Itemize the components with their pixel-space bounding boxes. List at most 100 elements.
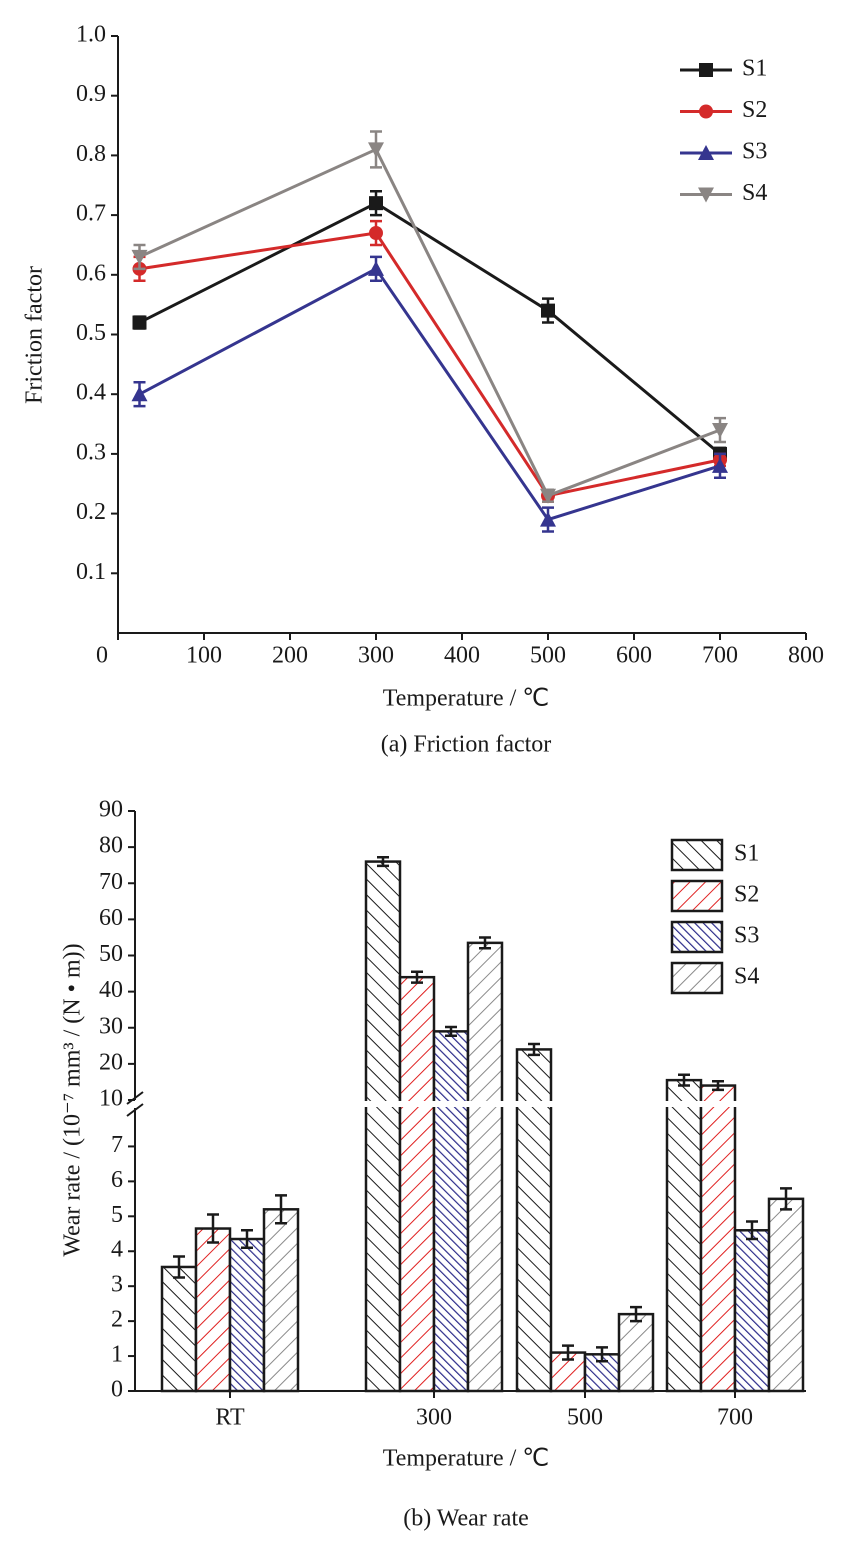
error-bar xyxy=(528,1042,540,1057)
marker xyxy=(131,386,148,402)
error-bar xyxy=(678,1073,690,1087)
x-axis-label: Temperature / ℃ xyxy=(383,686,550,712)
series-line xyxy=(138,201,721,456)
y-tick-label: 60 xyxy=(99,905,123,931)
bar xyxy=(515,1048,553,1393)
legend-marker xyxy=(698,145,714,160)
marker xyxy=(540,488,556,504)
marker xyxy=(369,226,383,241)
axis-break-gap xyxy=(137,1101,808,1107)
error-bar xyxy=(562,1344,574,1361)
y-tick-label: 0.3 xyxy=(76,439,106,465)
error-bar xyxy=(207,1213,219,1244)
bar xyxy=(699,1084,737,1393)
y-tick-label: 5 xyxy=(111,1202,123,1228)
y-tick-label: 0.1 xyxy=(76,559,106,585)
legend-marker xyxy=(698,187,714,203)
y-tick-label: 0.6 xyxy=(76,260,106,286)
error-bar xyxy=(746,1220,758,1241)
y-axis-label: Friction factor xyxy=(22,266,48,404)
y-tick-label: 3 xyxy=(111,1272,123,1298)
bar xyxy=(398,975,436,1393)
error-bar xyxy=(173,1255,185,1279)
y-tick-label: 10 xyxy=(99,1086,123,1112)
y-tick-label: 40 xyxy=(99,977,123,1003)
bar xyxy=(364,860,402,1393)
y-tick-label: 90 xyxy=(99,797,123,823)
x-tick-label: 200 xyxy=(272,643,308,669)
bar xyxy=(262,1208,300,1393)
y-tick-label: 70 xyxy=(99,869,123,895)
error-bar xyxy=(780,1187,792,1211)
error-bar xyxy=(630,1305,642,1323)
y-tick-label: 0.2 xyxy=(76,499,106,525)
bar xyxy=(665,1078,703,1393)
legend-swatch xyxy=(670,920,724,954)
legend-label: S3 xyxy=(742,139,767,165)
y-tick-label: 0.9 xyxy=(76,81,106,107)
error-bar xyxy=(712,1079,724,1092)
bar xyxy=(617,1312,655,1393)
y-tick-label: 1 xyxy=(111,1342,123,1368)
caption: (a) Friction factor xyxy=(381,732,552,758)
legend-marker xyxy=(699,104,713,119)
y-tick-label: 0.4 xyxy=(76,380,106,406)
legend-label: S1 xyxy=(742,56,767,82)
y-tick-label: 50 xyxy=(99,941,123,967)
marker xyxy=(712,457,728,473)
caption: (b) Wear rate xyxy=(403,1506,529,1532)
y-tick-label: 4 xyxy=(111,1237,123,1263)
x-tick-label: 300 xyxy=(358,643,394,669)
legend-label: S4 xyxy=(734,964,759,990)
x-tick-label: 0 xyxy=(96,643,108,669)
error-bar xyxy=(411,970,423,984)
error-bar xyxy=(377,855,389,868)
legend-swatch xyxy=(670,879,724,913)
legend-swatch xyxy=(670,961,724,995)
marker xyxy=(368,142,384,158)
bar xyxy=(733,1229,771,1393)
error-bar xyxy=(275,1194,287,1225)
series-line xyxy=(139,231,721,498)
x-tick-label: 300 xyxy=(416,1405,452,1431)
bar xyxy=(466,941,504,1393)
bar xyxy=(160,1265,198,1393)
bar xyxy=(432,1030,470,1393)
error-bar xyxy=(479,936,491,950)
y-tick-label: 7 xyxy=(111,1132,123,1158)
series-line xyxy=(138,266,721,522)
marker xyxy=(369,196,383,211)
legend-label: S2 xyxy=(742,97,767,123)
x-tick-label: 400 xyxy=(444,643,480,669)
marker xyxy=(712,423,728,439)
axis-break-mark xyxy=(126,1091,144,1117)
legend-label: S2 xyxy=(734,882,759,908)
y-tick-label: 2 xyxy=(111,1307,123,1333)
error-bar xyxy=(445,1025,457,1037)
marker xyxy=(131,249,148,265)
y-axis-label: Wear rate / (10⁻⁷ mm³ / (N • m)) xyxy=(60,943,86,1256)
y-tick-label: 0 xyxy=(111,1377,123,1403)
marker xyxy=(132,315,147,330)
legend-swatch xyxy=(670,838,724,872)
marker xyxy=(368,260,384,276)
x-tick-label: 800 xyxy=(788,643,824,669)
error-bar xyxy=(241,1229,253,1249)
x-tick-label: 500 xyxy=(567,1405,603,1431)
error-bar xyxy=(596,1346,608,1363)
legend-marker xyxy=(699,63,713,77)
bar xyxy=(228,1237,266,1393)
series-line xyxy=(138,147,721,498)
y-tick-label: 0.5 xyxy=(76,320,106,346)
y-tick-label: 0.8 xyxy=(76,141,106,167)
x-tick-label: 600 xyxy=(616,643,652,669)
y-tick-label: 80 xyxy=(99,833,123,859)
x-tick-label: 100 xyxy=(186,643,222,669)
y-tick-label: 0.7 xyxy=(76,201,106,227)
legend-label: S1 xyxy=(734,841,759,867)
y-tick-label: 20 xyxy=(99,1049,123,1075)
legend-label: S4 xyxy=(742,180,767,206)
x-tick-label: 700 xyxy=(717,1405,753,1431)
